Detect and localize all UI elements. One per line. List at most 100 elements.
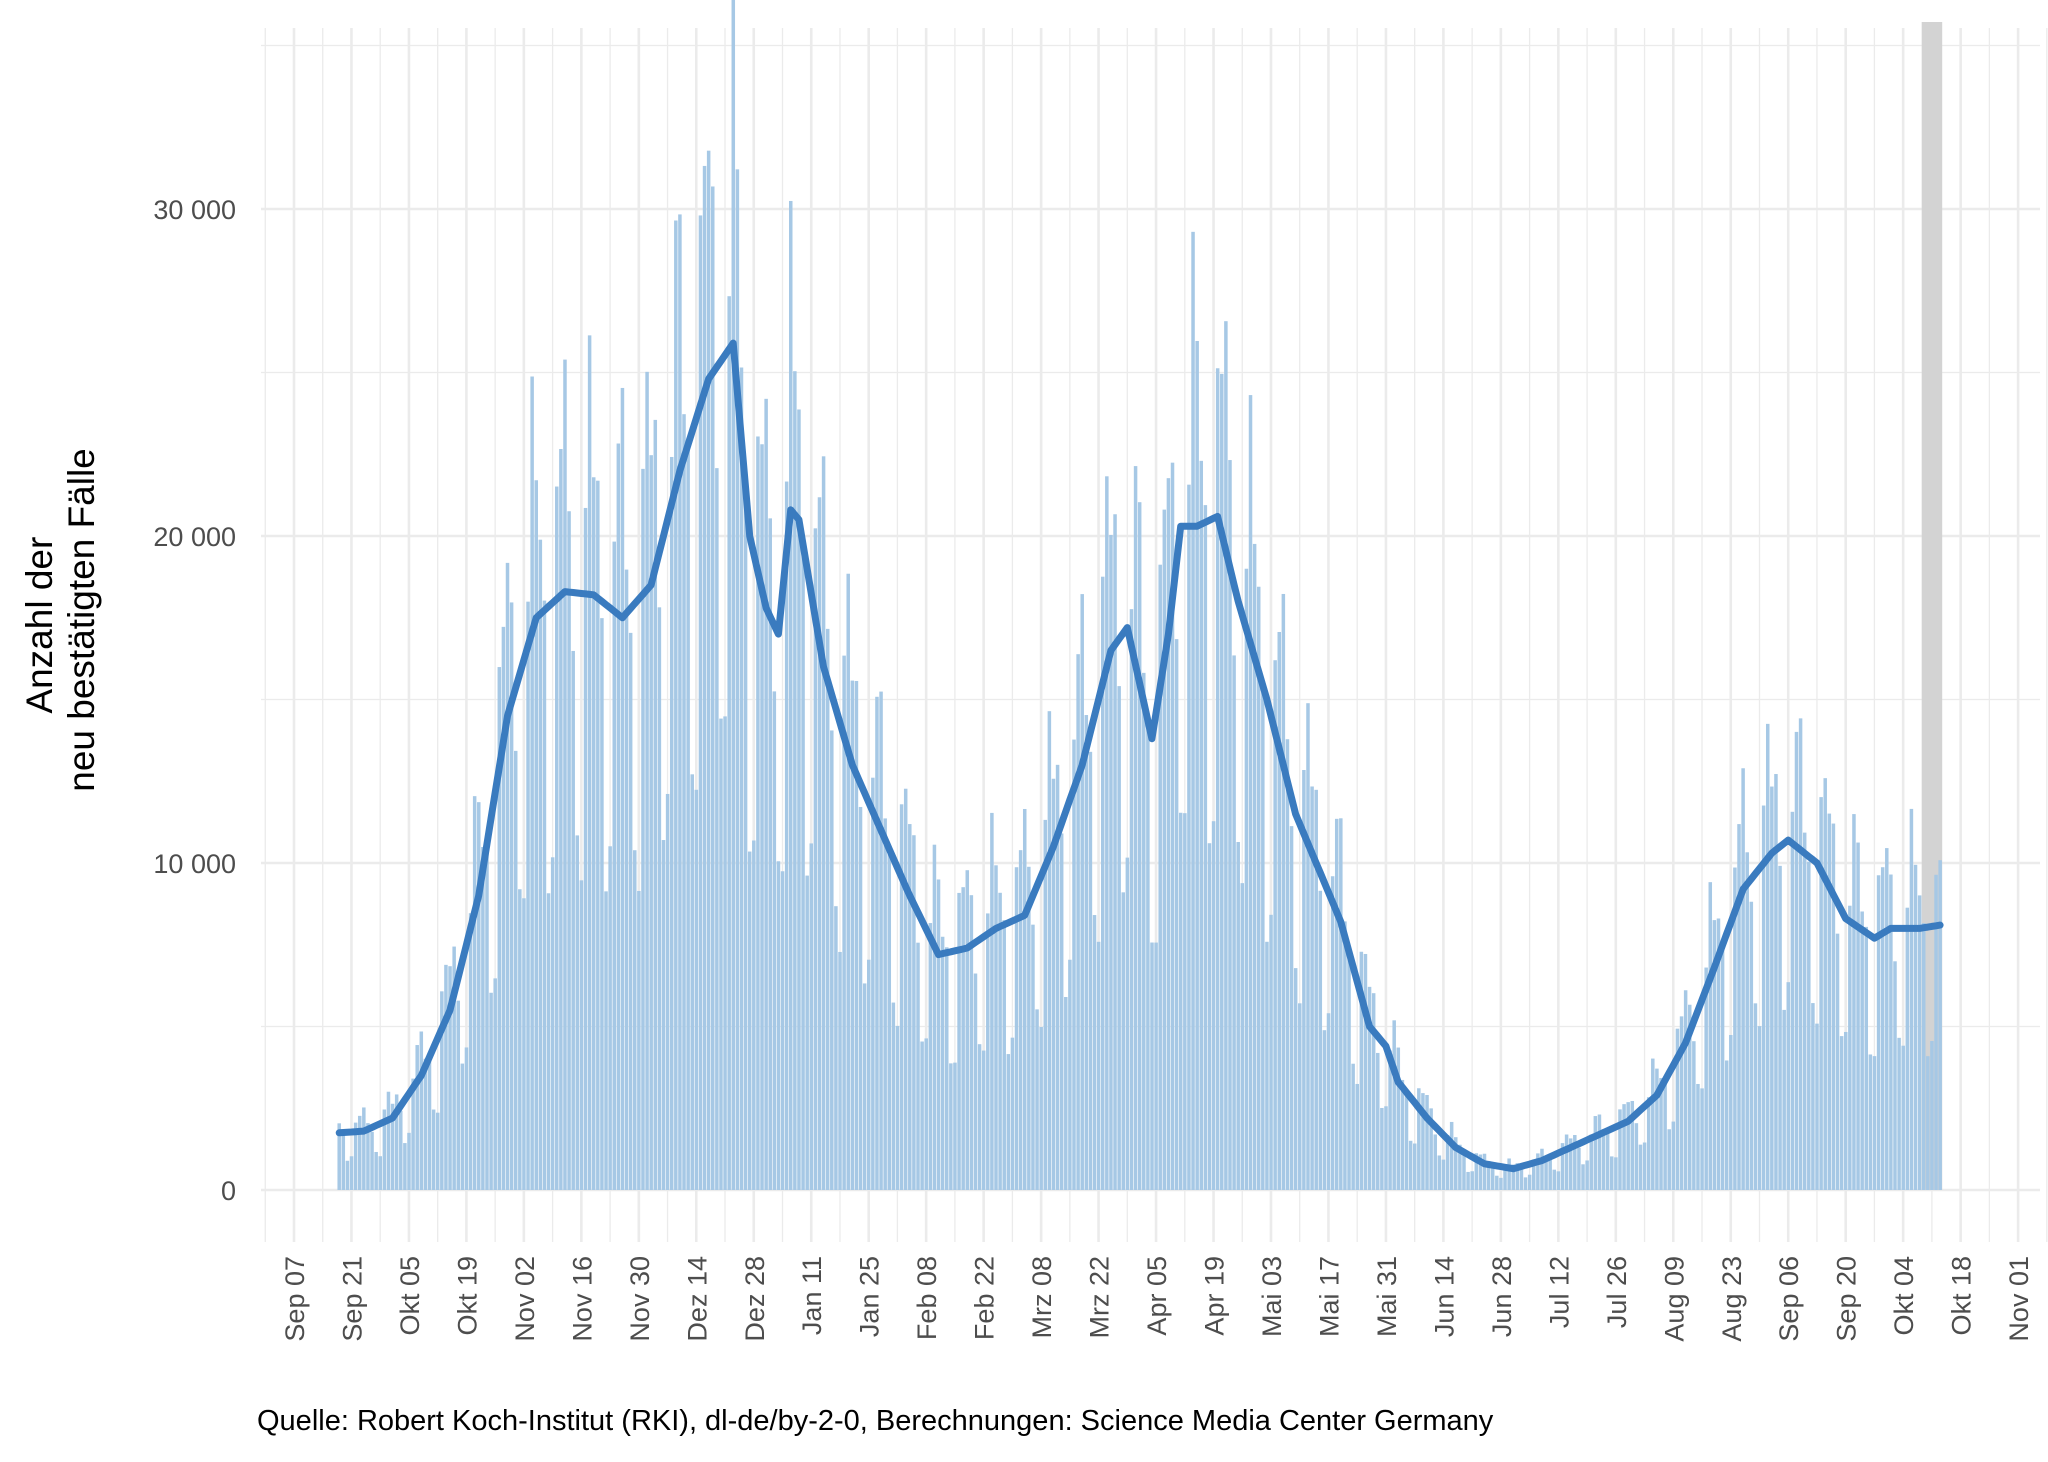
daily-case-bar: [1458, 1144, 1462, 1190]
daily-case-bar: [1589, 1134, 1593, 1190]
daily-case-bar: [1683, 990, 1688, 1190]
daily-case-bar: [1802, 832, 1807, 1190]
daily-case-bar: [1470, 1171, 1474, 1190]
daily-case-bar: [1117, 686, 1121, 1190]
daily-case-bar: [1790, 811, 1795, 1190]
daily-case-bar: [719, 718, 723, 1190]
daily-case-bar: [1745, 852, 1749, 1190]
daily-case-bar: [534, 480, 538, 1190]
daily-case-bar: [1018, 850, 1023, 1190]
daily-case-bar: [1909, 808, 1914, 1190]
daily-case-bar: [1823, 778, 1827, 1190]
daily-case-bar: [682, 414, 686, 1190]
daily-case-bar: [1224, 321, 1228, 1190]
daily-case-bar: [752, 840, 756, 1190]
daily-case-bar: [1733, 867, 1737, 1190]
daily-case-bar: [1930, 1041, 1934, 1190]
daily-case-bar: [1913, 864, 1918, 1190]
daily-case-bar: [854, 680, 859, 1190]
daily-case-bar: [1010, 1037, 1015, 1190]
daily-case-bar: [944, 947, 949, 1190]
daily-case-bar: [1770, 786, 1774, 1190]
daily-case-bar: [1573, 1135, 1577, 1190]
x-tick-label: Dez 28: [740, 1256, 770, 1342]
y-axis-title-line-2: neu bestätigten Fälle: [61, 448, 102, 792]
daily-case-bar: [518, 889, 522, 1190]
daily-case-bar: [862, 983, 867, 1190]
daily-case-bar: [612, 541, 616, 1190]
daily-case-bar: [949, 1063, 953, 1190]
daily-case-bar: [1376, 1052, 1380, 1190]
daily-case-bar: [1741, 768, 1745, 1190]
daily-case-bar: [1642, 1142, 1647, 1190]
x-tick-label: Okt 18: [1947, 1256, 1977, 1336]
daily-case-bar: [731, 0, 736, 1190]
daily-case-bar: [784, 481, 789, 1190]
daily-case-bar: [481, 847, 485, 1190]
daily-case-bar: [764, 398, 768, 1190]
daily-case-bar: [550, 857, 555, 1190]
daily-case-bar: [427, 1058, 432, 1190]
daily-case-bar: [1302, 769, 1306, 1190]
daily-case-bar: [1876, 875, 1881, 1190]
daily-case-bar: [743, 469, 748, 1190]
x-tick-label: Mai 31: [1372, 1256, 1402, 1337]
x-tick-label: Jun 14: [1429, 1256, 1459, 1337]
daily-case-bar: [477, 802, 481, 1190]
daily-case-bar: [620, 387, 625, 1190]
daily-case-bar: [1269, 914, 1273, 1190]
x-tick-label: Sep 07: [280, 1256, 310, 1342]
daily-case-bar: [1638, 1144, 1643, 1190]
daily-case-bar: [1696, 1083, 1700, 1190]
daily-case-bar: [924, 1038, 928, 1190]
daily-case-bar: [899, 804, 904, 1190]
daily-case-bar: [846, 573, 850, 1190]
daily-case-bar: [555, 486, 559, 1190]
daily-case-bar: [1035, 1009, 1039, 1190]
daily-case-bar: [1864, 926, 1869, 1190]
daily-case-bar: [858, 806, 863, 1190]
daily-case-bar: [583, 507, 588, 1191]
daily-case-bar: [374, 1151, 378, 1190]
daily-case-bar: [1142, 672, 1146, 1190]
daily-case-bar: [842, 655, 846, 1190]
x-axis-ticks: Sep 07 Sep 21 Okt 05 Okt 19 Nov 02 Nov 16 Nov …: [280, 1256, 2034, 1342]
daily-case-bar: [1835, 933, 1840, 1190]
daily-case-bar: [616, 443, 621, 1191]
daily-case-bar: [1815, 1023, 1819, 1190]
daily-case-bar: [1433, 1134, 1437, 1190]
daily-case-bar: [780, 871, 785, 1190]
daily-case-bar: [678, 214, 682, 1190]
daily-case-bar: [1593, 1116, 1598, 1190]
daily-case-bar: [1347, 955, 1351, 1190]
daily-case-bar: [1934, 874, 1938, 1190]
daily-case-bar: [817, 497, 822, 1190]
daily-case-bar: [1154, 942, 1158, 1190]
daily-case-bar: [669, 456, 674, 1190]
daily-case-bar: [1897, 1037, 1901, 1190]
daily-case-bar: [711, 186, 715, 1190]
x-tick-label: Okt 04: [1889, 1256, 1919, 1336]
x-tick-label: Apr 05: [1142, 1256, 1172, 1336]
daily-case-bar: [501, 626, 506, 1190]
daily-case-bar: [1630, 1100, 1635, 1190]
daily-case-bar: [485, 836, 489, 1190]
daily-case-bar: [415, 1045, 419, 1190]
daily-case-bar: [912, 835, 916, 1190]
daily-case-bar: [1096, 941, 1101, 1190]
daily-case-bar: [1749, 901, 1754, 1190]
daily-case-bar: [1782, 1009, 1786, 1190]
daily-case-bar: [1002, 920, 1006, 1190]
daily-case-bar: [1700, 1088, 1704, 1190]
daily-case-bar: [891, 1002, 896, 1190]
daily-case-bar: [1113, 514, 1117, 1190]
daily-case-bar: [1495, 1175, 1499, 1190]
daily-case-bar: [1281, 593, 1286, 1190]
daily-case-bar: [702, 165, 707, 1191]
daily-case-bar: [1708, 882, 1713, 1190]
daily-case-bar: [1191, 231, 1195, 1190]
daily-case-bar: [969, 895, 974, 1190]
daily-case-bar: [686, 437, 690, 1190]
daily-case-bar: [1125, 857, 1130, 1190]
